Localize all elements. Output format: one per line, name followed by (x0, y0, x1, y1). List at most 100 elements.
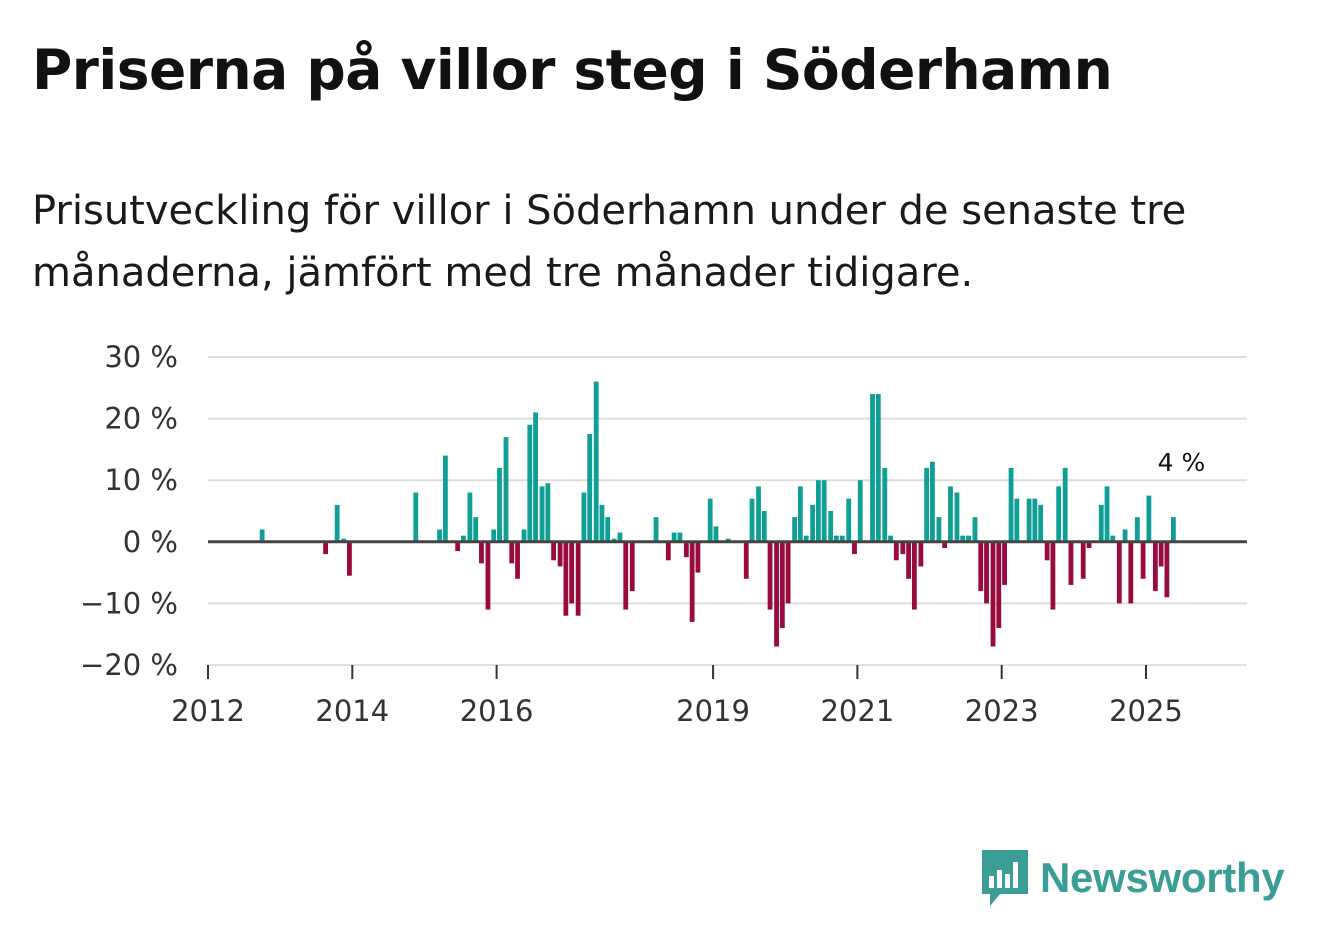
bar-positive (617, 532, 623, 542)
bar-positive (930, 461, 935, 542)
bar-positive (533, 412, 538, 542)
bar-negative (1086, 541, 1092, 548)
bar-positive (816, 480, 821, 542)
bar-negative (785, 541, 791, 604)
x-tick-label: 2023 (965, 694, 1039, 728)
bar-positive (713, 526, 719, 542)
bar-positive (503, 437, 509, 542)
bar-positive (587, 434, 593, 542)
bar-negative (683, 541, 689, 558)
bar-positive (491, 529, 497, 542)
bar-negative (695, 541, 701, 573)
bar-positive (725, 538, 731, 542)
y-tick-label: 30 % (104, 340, 178, 374)
bar-positive (1122, 529, 1128, 542)
bar-positive (527, 424, 533, 542)
bar-positive (924, 467, 930, 542)
bar-positive (1014, 498, 1020, 542)
bar-positive (1032, 498, 1038, 542)
bar-negative (918, 541, 924, 567)
bar-negative (479, 541, 484, 564)
bar-negative (509, 541, 515, 564)
bar-negative (774, 541, 779, 647)
bar-positive (888, 535, 893, 542)
bar-negative (900, 541, 906, 555)
bar-positive (545, 483, 551, 542)
bar-positive (870, 393, 875, 542)
bar-positive (803, 535, 809, 542)
bar-positive (1134, 517, 1140, 542)
bar-positive (797, 486, 803, 542)
bar-negative (743, 541, 749, 579)
bar-positive (749, 498, 755, 542)
bar-positive (1146, 495, 1152, 542)
bar-positive (828, 511, 834, 542)
bar-positive (960, 535, 966, 542)
bars (259, 381, 1176, 647)
bar-negative (629, 541, 635, 592)
bar-negative (893, 541, 899, 561)
tick-labels: 30 % 20 % 10 % 0 % −10 % −20 % 2012 2014 2016 201… (80, 340, 1205, 728)
bar-positive (1098, 504, 1104, 542)
bar-negative (906, 541, 912, 579)
bar-positive (954, 492, 960, 542)
x-tick-label: 2016 (460, 694, 534, 728)
bar-positive (1104, 486, 1110, 542)
x-tick-label: 2025 (1109, 694, 1183, 728)
bar-positive (707, 498, 713, 542)
x-tick-label: 2019 (676, 694, 750, 728)
bar-negative (569, 541, 575, 604)
bar-negative (1116, 541, 1122, 604)
bar-positive (1056, 486, 1062, 542)
bar-positive (653, 517, 659, 542)
bar-positive (1038, 504, 1044, 542)
bar-negative (1044, 541, 1050, 561)
bar-negative (323, 541, 329, 555)
newsworthy-logo: Newsworthy (980, 848, 1285, 908)
x-tick-label: 2012 (171, 694, 245, 728)
bar-negative (767, 541, 773, 610)
chart-title: Priserna på villor steg i Söderhamn (32, 38, 1113, 102)
y-tick-label: 10 % (104, 463, 178, 497)
bar-positive (539, 486, 545, 542)
bar-positive (761, 511, 767, 542)
bar-negative (551, 541, 557, 561)
y-tick-label: −20 % (80, 648, 178, 682)
bar-positive (341, 538, 347, 542)
gridlines (208, 356, 1247, 666)
bar-negative (1164, 541, 1170, 598)
bar-positive (334, 504, 340, 542)
bar-negative (455, 541, 461, 552)
bar-negative (990, 541, 996, 647)
bar-negative (996, 541, 1002, 629)
bar-negative (1140, 541, 1146, 579)
bar-positive (857, 480, 863, 542)
last-value-annotation: 4 % (1158, 448, 1206, 477)
y-tick-label: 0 % (123, 525, 178, 559)
x-tick-label: 2021 (820, 694, 894, 728)
bar-negative (1158, 541, 1164, 567)
bar-negative (563, 541, 569, 616)
bar-negative (984, 541, 989, 604)
bar-negative (779, 541, 785, 629)
bar-positive (1026, 498, 1032, 542)
bar-negative (911, 541, 917, 610)
bar-positive (1008, 467, 1014, 542)
bar-positive (875, 393, 881, 542)
bar-positive (882, 467, 888, 542)
bar-positive (413, 492, 419, 542)
bar-positive (1110, 535, 1116, 542)
brand-name: Newsworthy (1040, 854, 1285, 901)
bar-positive (461, 535, 466, 542)
bar-negative (485, 541, 491, 610)
bar-negative (1152, 541, 1158, 592)
bar-negative (689, 541, 695, 622)
bar-negative (347, 541, 352, 576)
bar-positive (966, 535, 971, 542)
y-tick-label: 20 % (104, 402, 178, 436)
newsworthy-logo-icon (982, 850, 1028, 906)
bar-positive (671, 532, 677, 542)
y-tick-label: −10 % (80, 586, 178, 620)
bar-negative (1002, 541, 1007, 585)
axes (207, 540, 1247, 679)
